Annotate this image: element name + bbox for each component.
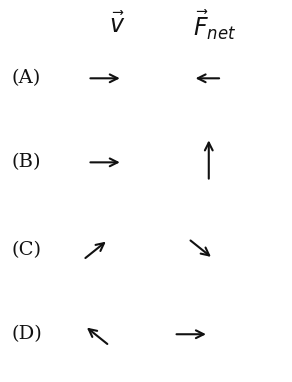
Text: $\vec{F}_{net}$: $\vec{F}_{net}$ [193,8,236,42]
Text: $\vec{v}$: $\vec{v}$ [109,12,125,38]
Text: (B): (B) [12,153,41,172]
Text: (C): (C) [12,241,42,259]
Text: (A): (A) [12,69,41,87]
Text: (D): (D) [12,325,42,343]
